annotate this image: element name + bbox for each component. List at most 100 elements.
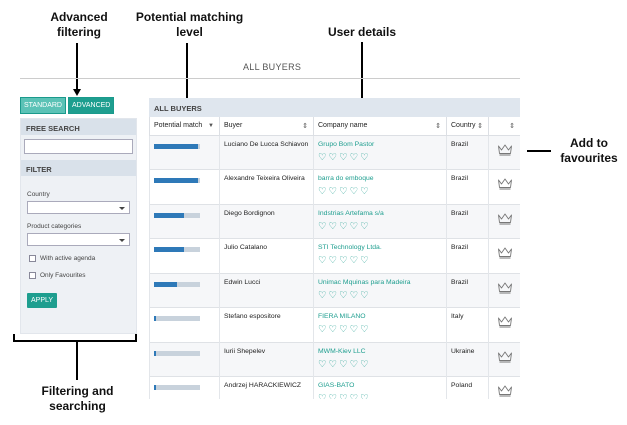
heart-icon[interactable]: ♡ xyxy=(328,289,338,301)
heart-icon[interactable]: ♡ xyxy=(349,220,359,232)
heart-icon[interactable]: ♡ xyxy=(339,393,348,399)
column-header-company[interactable]: Company name ⇕ xyxy=(313,117,447,136)
table-row[interactable]: Julio Catalano STI Technology Ltda. ♡ ♡ ♡ ♡ ♡ B… xyxy=(149,238,520,273)
heart-icon[interactable]: ♡ xyxy=(349,324,359,335)
favourite-cell xyxy=(488,135,520,170)
product-categories-label: Product categories xyxy=(27,223,82,230)
buyer-name: Diego Bordignon xyxy=(219,204,314,239)
country-select[interactable] xyxy=(27,201,130,214)
annotation-line: favourites xyxy=(560,151,618,165)
checkbox-box[interactable] xyxy=(29,272,36,279)
crown-icon[interactable] xyxy=(497,384,513,397)
checkbox-box[interactable] xyxy=(29,255,36,262)
column-header-match[interactable]: Potential match ▼ xyxy=(149,117,220,136)
annotation-bracket-left xyxy=(13,334,15,342)
rating-hearts: ♡ ♡ ♡ ♡ ♡ xyxy=(318,358,442,370)
heart-icon[interactable]: ♡ xyxy=(360,186,369,197)
company-link[interactable]: STI Technology Ltda. xyxy=(318,244,382,251)
heart-icon[interactable]: ♡ xyxy=(318,358,327,370)
company-link[interactable]: GIAS-BATO xyxy=(318,382,355,389)
heart-icon[interactable]: ♡ xyxy=(349,289,359,301)
heart-icon[interactable]: ♡ xyxy=(360,358,369,370)
crown-icon[interactable] xyxy=(497,212,513,225)
apply-button[interactable]: APPLY xyxy=(27,293,58,308)
free-search-input[interactable] xyxy=(24,139,133,154)
company-cell: STI Technology Ltda. ♡ ♡ ♡ ♡ ♡ xyxy=(313,238,447,273)
column-header-buyer[interactable]: Buyer ⇕ xyxy=(219,117,314,136)
match-level-bar xyxy=(154,247,200,252)
heart-icon[interactable]: ♡ xyxy=(318,393,327,399)
filter-heading: FILTER xyxy=(21,160,136,176)
chevron-down-icon xyxy=(119,239,125,242)
heart-icon[interactable]: ♡ xyxy=(318,186,327,197)
heart-icon[interactable]: ♡ xyxy=(339,255,348,266)
table-row[interactable]: Stefano espositore FIERA MILANO ♡ ♡ ♡ ♡ ♡ Italy xyxy=(149,307,520,342)
heart-icon[interactable]: ♡ xyxy=(339,358,348,370)
heart-icon[interactable]: ♡ xyxy=(318,151,327,163)
crown-icon[interactable] xyxy=(497,350,513,363)
crown-icon[interactable] xyxy=(497,315,513,328)
company-link[interactable]: FIERA MILANO xyxy=(318,313,366,320)
heart-icon[interactable]: ♡ xyxy=(349,186,359,197)
tab-advanced[interactable]: ADVANCED xyxy=(67,97,115,114)
column-label: Company name xyxy=(318,122,368,130)
heart-icon[interactable]: ♡ xyxy=(328,186,338,197)
heart-icon[interactable]: ♡ xyxy=(349,151,359,163)
heart-icon[interactable]: ♡ xyxy=(328,151,338,163)
column-label: Buyer xyxy=(224,122,243,130)
column-header-favourite[interactable]: ⇕ xyxy=(488,117,520,136)
crown-icon[interactable] xyxy=(497,281,513,294)
heart-icon[interactable]: ♡ xyxy=(360,255,369,266)
buyer-name: Iurii Shepelev xyxy=(219,342,314,377)
heart-icon[interactable]: ♡ xyxy=(328,255,338,266)
heart-icon[interactable]: ♡ xyxy=(339,220,348,232)
country-cell: Brazil xyxy=(446,273,489,308)
heart-icon[interactable]: ♡ xyxy=(318,255,327,266)
match-cell xyxy=(149,238,220,273)
table-row[interactable]: Luciano De Lucca Schiavon Grupo Bom Pasto… xyxy=(149,135,520,170)
heart-icon[interactable]: ♡ xyxy=(360,289,369,301)
heart-icon[interactable]: ♡ xyxy=(328,324,338,335)
only-favourites-checkbox[interactable]: Only Favourites xyxy=(29,272,128,279)
heart-icon[interactable]: ♡ xyxy=(339,151,348,163)
crown-icon[interactable] xyxy=(497,177,513,190)
heart-icon[interactable]: ♡ xyxy=(328,358,338,370)
crown-icon[interactable] xyxy=(497,143,513,156)
heart-icon[interactable]: ♡ xyxy=(318,324,327,335)
column-header-country[interactable]: Country ⇕ xyxy=(446,117,489,136)
heart-icon[interactable]: ♡ xyxy=(360,151,369,163)
heart-icon[interactable]: ♡ xyxy=(349,393,359,399)
heart-icon[interactable]: ♡ xyxy=(339,289,348,301)
heart-icon[interactable]: ♡ xyxy=(318,289,327,301)
match-cell xyxy=(149,342,220,377)
heart-icon[interactable]: ♡ xyxy=(360,324,369,335)
table-row[interactable]: Alexandre Teixeira Oliveira barra do embo… xyxy=(149,169,520,204)
buyer-name: Edwin Lucci xyxy=(219,273,314,308)
table-row[interactable]: Andrzej HARACKIEWICZ GIAS-BATO ♡ ♡ ♡ ♡ ♡ Poland xyxy=(149,376,520,399)
company-link[interactable]: Indstrias Artefama s/a xyxy=(318,209,384,217)
table-row[interactable]: Iurii Shepelev MWM-Kiev LLC ♡ ♡ ♡ ♡ ♡ Ukraine xyxy=(149,342,520,377)
product-categories-select[interactable] xyxy=(27,233,130,246)
heart-icon[interactable]: ♡ xyxy=(360,220,369,232)
match-level-fill xyxy=(154,350,157,356)
heart-icon[interactable]: ♡ xyxy=(349,255,359,266)
table-row[interactable]: Edwin Lucci Unimac Mquinas para Madeira ♡ ♡… xyxy=(149,273,520,308)
company-link[interactable]: MWM-Kiev LLC xyxy=(318,347,366,355)
heart-icon[interactable]: ♡ xyxy=(328,393,338,399)
heart-icon[interactable]: ♡ xyxy=(360,393,369,399)
company-cell: Indstrias Artefama s/a ♡ ♡ ♡ ♡ ♡ xyxy=(313,204,447,239)
company-link[interactable]: barra do emboque xyxy=(318,175,374,182)
country-label: Country xyxy=(27,191,50,198)
heart-icon[interactable]: ♡ xyxy=(318,220,327,232)
company-link[interactable]: Grupo Bom Pastor xyxy=(318,140,375,148)
heart-icon[interactable]: ♡ xyxy=(339,186,348,197)
crown-icon[interactable] xyxy=(497,246,513,259)
heart-icon[interactable]: ♡ xyxy=(339,324,348,335)
heart-icon[interactable]: ♡ xyxy=(349,358,359,370)
active-agenda-checkbox[interactable]: With active agenda xyxy=(29,255,128,262)
company-link[interactable]: Unimac Mquinas para Madeira xyxy=(318,278,411,286)
heart-icon[interactable]: ♡ xyxy=(328,220,338,232)
table-row[interactable]: Diego Bordignon Indstrias Artefama s/a ♡ ♡ ♡… xyxy=(149,204,520,239)
tab-standard[interactable]: STANDARD xyxy=(20,97,66,114)
only-favourites-label: Only Favourites xyxy=(40,272,86,279)
